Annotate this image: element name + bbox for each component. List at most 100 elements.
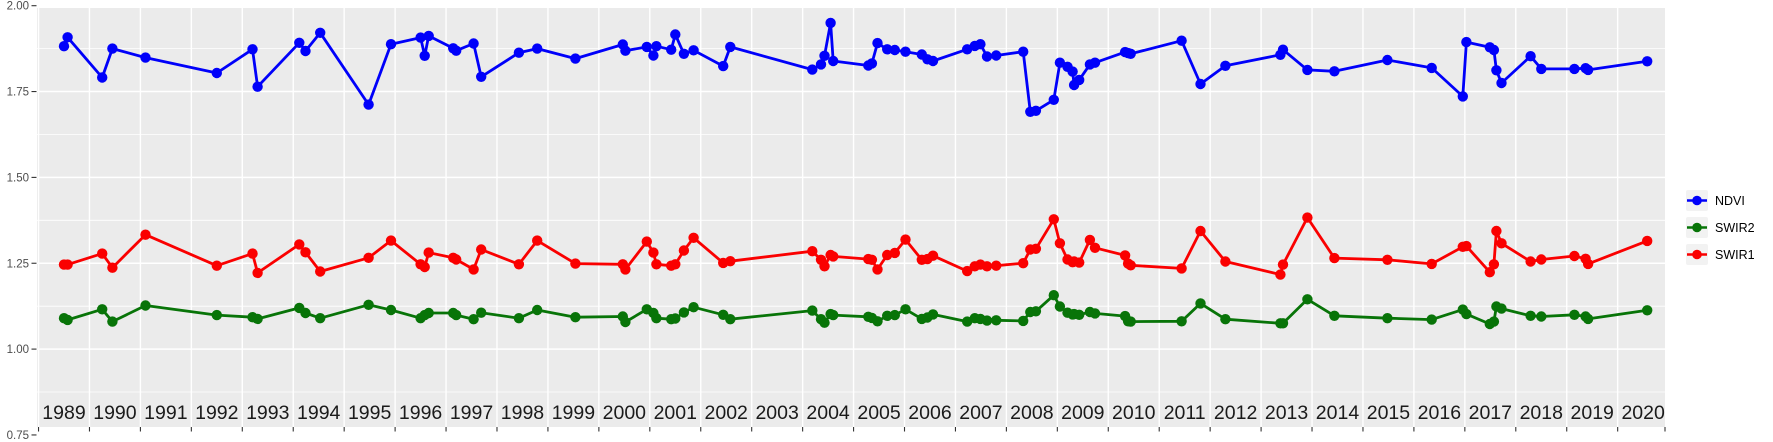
data-point (641, 236, 652, 247)
data-point (1089, 308, 1101, 319)
data-point (1074, 257, 1085, 268)
x-axis-label: 1990 (93, 402, 137, 424)
data-point (1030, 105, 1042, 117)
data-point (1084, 234, 1096, 246)
data-point (1074, 309, 1085, 320)
data-point (725, 314, 736, 325)
data-point (62, 32, 73, 43)
data-point (807, 246, 818, 257)
data-point (648, 247, 659, 258)
data-point (315, 266, 326, 277)
data-point (981, 261, 993, 272)
data-point (688, 232, 699, 243)
data-point (962, 265, 973, 277)
data-point (1536, 311, 1547, 322)
data-point (1125, 260, 1136, 271)
x-axis-label: 2018 (1520, 402, 1563, 424)
data-point (423, 247, 434, 258)
data-point (991, 315, 1002, 326)
data-point (900, 304, 911, 315)
data-point (97, 72, 108, 83)
x-axis-label: 2016 (1418, 402, 1461, 424)
data-point (476, 307, 487, 318)
data-point (1488, 316, 1500, 327)
data-point (1048, 214, 1060, 225)
data-point (670, 29, 681, 40)
data-point (419, 261, 430, 273)
legend-label: SWIR1 (1715, 247, 1755, 262)
data-point (140, 52, 151, 63)
data-point (1018, 258, 1029, 269)
data-point (670, 259, 681, 270)
data-point (872, 316, 883, 327)
data-point (1491, 225, 1502, 237)
data-point (247, 248, 258, 259)
data-point (1642, 305, 1653, 316)
data-point (513, 313, 525, 324)
data-point (1030, 243, 1042, 254)
data-point (725, 41, 736, 53)
data-point (1496, 77, 1507, 89)
legend-item-swir1: SWIR1 (1686, 244, 1755, 265)
legend-key-glyph-icon (1687, 222, 1707, 233)
data-point (1457, 91, 1469, 102)
data-point (476, 71, 487, 83)
data-point (889, 247, 900, 259)
data-point (872, 264, 883, 275)
data-point (1089, 242, 1101, 253)
data-point (866, 58, 878, 69)
x-axis-label: 2015 (1367, 402, 1411, 424)
data-point (468, 264, 479, 275)
data-point (1176, 316, 1187, 327)
series-line-ndvi (62, 21, 1649, 114)
x-axis-label: 2010 (1112, 402, 1156, 424)
data-point (385, 304, 397, 316)
data-point (294, 37, 305, 48)
data-point (1536, 254, 1547, 265)
data-point (468, 38, 479, 49)
data-point (1277, 259, 1289, 270)
data-point (315, 27, 326, 38)
x-axis-label: 1991 (144, 402, 187, 424)
data-point (1426, 258, 1437, 270)
legend-item-ndvi: NDVI (1686, 190, 1755, 211)
data-point (1048, 290, 1060, 301)
data-point (1277, 44, 1289, 55)
data-point (363, 252, 374, 263)
data-point (1195, 225, 1206, 237)
x-axis-label: 1999 (552, 402, 595, 424)
x-axis-label: 2001 (654, 402, 697, 424)
x-axis-label: 2008 (1010, 402, 1053, 424)
data-point (1302, 294, 1313, 305)
data-point (1461, 240, 1472, 252)
data-point (300, 247, 311, 258)
x-axis-label: 2005 (857, 402, 901, 424)
y-axis-label: 0.75 (7, 430, 29, 442)
data-point (140, 300, 151, 311)
data-point (991, 260, 1002, 271)
series-points-swir1 (58, 212, 1653, 280)
data-point (1125, 316, 1136, 327)
x-axis-label: 2004 (806, 402, 850, 424)
data-point (62, 314, 73, 326)
x-axis-label: 1994 (297, 402, 341, 424)
data-point (1382, 313, 1393, 324)
data-point (882, 44, 893, 55)
data-point (688, 45, 699, 56)
data-point (294, 239, 305, 250)
x-axis-label: 2009 (1061, 402, 1104, 424)
data-point (252, 81, 263, 92)
data-point (1018, 46, 1029, 57)
data-point (1426, 314, 1437, 325)
data-point (1074, 74, 1085, 86)
x-axis-label: 1996 (399, 402, 442, 424)
data-point (889, 44, 900, 56)
data-point (1488, 259, 1500, 270)
data-point (468, 314, 479, 325)
data-point (1382, 54, 1393, 66)
data-point (107, 316, 118, 327)
data-point (825, 17, 836, 29)
data-point (889, 309, 900, 321)
data-point (819, 317, 830, 328)
data-point (1018, 315, 1029, 327)
